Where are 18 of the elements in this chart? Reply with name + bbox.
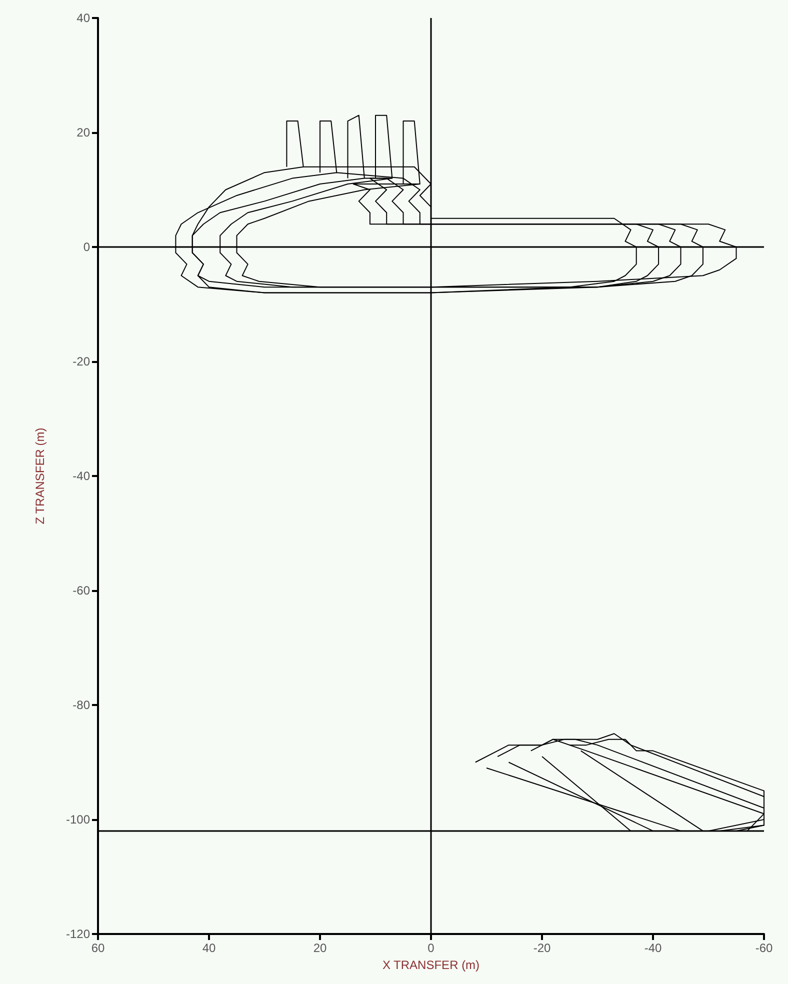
x-tick-label: 20	[313, 941, 327, 955]
x-tick-label: 0	[428, 941, 435, 955]
y-tick-label: -40	[72, 469, 90, 483]
y-tick-label: 40	[76, 11, 90, 25]
y-tick-label: -80	[72, 698, 90, 712]
x-tick-label: 40	[202, 941, 216, 955]
y-tick-label: 20	[76, 126, 90, 140]
y-tick-label: 0	[83, 240, 90, 254]
x-axis-title: X TRANSFER (m)	[382, 958, 480, 972]
x-tick-label: -20	[533, 941, 551, 955]
y-tick-label: -60	[72, 584, 90, 598]
y-tick-label: -20	[72, 354, 90, 368]
x-tick-label: -40	[644, 941, 662, 955]
y-axis-title: Z TRANSFER (m)	[33, 428, 47, 524]
x-tick-label: -60	[755, 941, 773, 955]
x-tick-label: 60	[91, 941, 105, 955]
y-tick-label: -100	[66, 812, 90, 826]
y-tick-label: -120	[66, 927, 90, 941]
